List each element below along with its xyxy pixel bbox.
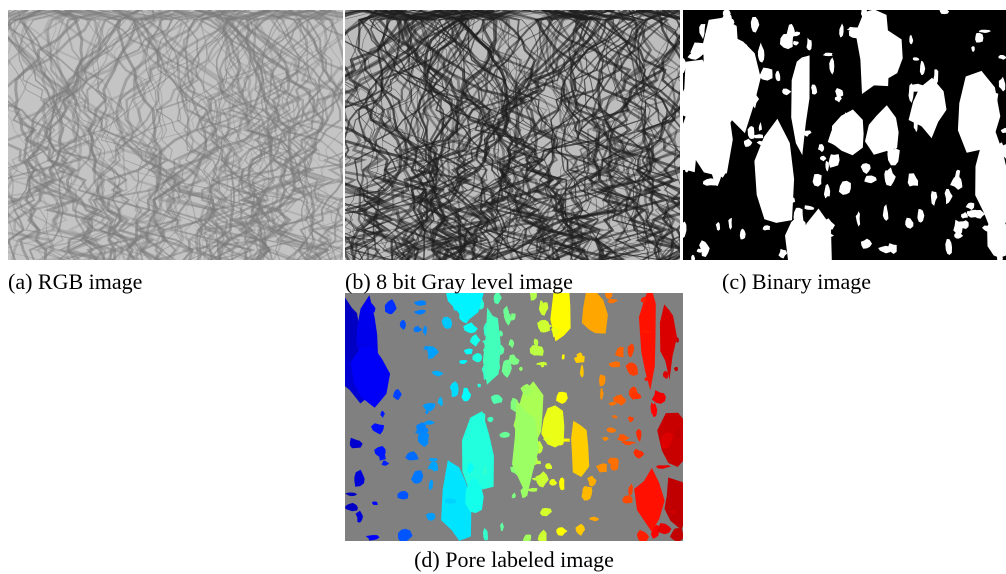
pore	[975, 33, 983, 43]
caption: (c) Binary image	[722, 270, 871, 294]
gray-image	[345, 10, 680, 260]
figure-page: {"figure": {"panels": [ {"caption": "(a)…	[0, 0, 1006, 574]
caption: (a) RGB image	[8, 270, 142, 294]
binary-image	[683, 10, 1006, 260]
rgb-image	[8, 10, 343, 260]
caption: (d) Pore labeled image	[345, 548, 683, 572]
image-background	[345, 293, 683, 541]
caption: (b) 8 bit Gray level image	[345, 270, 573, 294]
pore	[862, 29, 903, 81]
pore-labeled-image	[345, 293, 683, 541]
pore	[813, 174, 822, 187]
